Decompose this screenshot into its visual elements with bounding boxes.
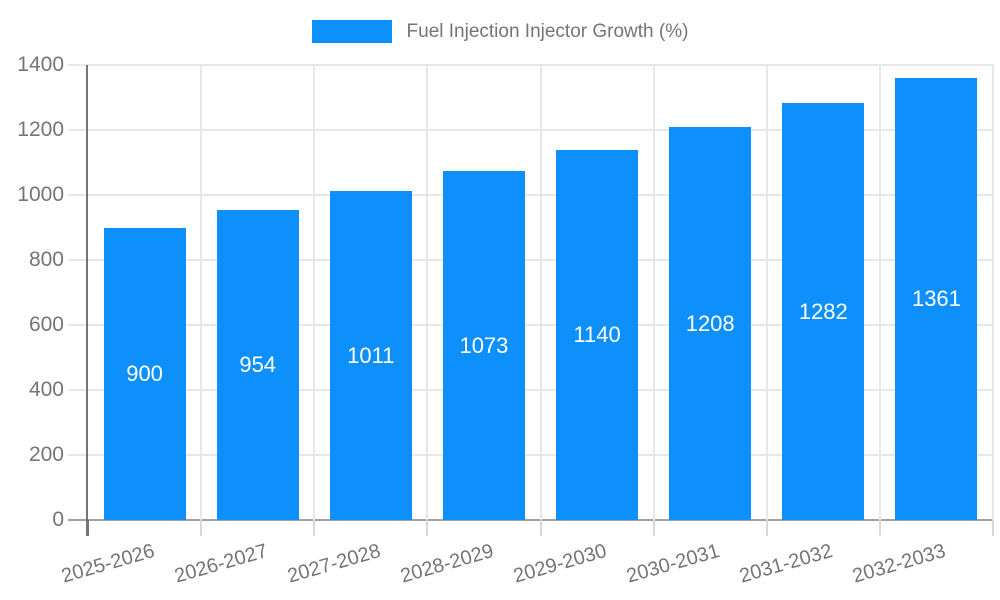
gridline-horizontal xyxy=(68,454,993,456)
bar: 1011 xyxy=(329,191,412,520)
x-axis-tick xyxy=(765,520,768,536)
y-axis-line xyxy=(86,65,88,536)
x-axis-tick xyxy=(652,520,655,536)
gridline-horizontal xyxy=(68,259,993,261)
x-axis-tick xyxy=(313,520,316,536)
bar-value-label: 1282 xyxy=(798,298,848,324)
bar-value-label: 1361 xyxy=(911,285,961,311)
x-axis-tick xyxy=(426,520,429,536)
bar: 1208 xyxy=(669,127,752,520)
y-tick-label: 400 xyxy=(28,378,64,401)
gridline-horizontal xyxy=(68,194,993,196)
y-tick-label: 1000 xyxy=(17,183,64,206)
gridline-horizontal xyxy=(68,389,993,391)
gridline-vertical xyxy=(992,65,994,520)
gridline-horizontal xyxy=(68,129,993,131)
y-tick-label: 600 xyxy=(28,313,64,336)
bar-value-label: 1208 xyxy=(685,310,735,336)
bar: 900 xyxy=(103,227,186,520)
gridline-vertical xyxy=(539,65,542,520)
y-tick-label: 200 xyxy=(28,443,64,466)
legend-swatch xyxy=(311,20,392,43)
gridline-vertical xyxy=(200,65,203,520)
x-axis-tick xyxy=(87,520,89,536)
bar: 1282 xyxy=(782,103,865,520)
x-axis-tick xyxy=(200,520,203,536)
gridline-vertical xyxy=(652,65,655,520)
gridline-vertical xyxy=(313,65,316,520)
bar: 954 xyxy=(216,209,299,520)
bar: 1140 xyxy=(556,149,639,520)
x-axis-tick xyxy=(878,520,881,536)
bar-value-label: 900 xyxy=(126,360,163,386)
gridline-horizontal xyxy=(68,324,993,326)
bar-value-label: 954 xyxy=(239,351,277,377)
gridline-vertical xyxy=(878,65,881,520)
bar-value-label: 1073 xyxy=(459,332,509,358)
y-tick-label: 0 xyxy=(52,508,64,531)
x-axis-tick xyxy=(539,520,542,536)
bar: 1073 xyxy=(442,171,525,520)
bar-value-label: 1140 xyxy=(573,321,621,347)
chart-legend: Fuel Injection Injector Growth (%) xyxy=(0,20,1000,43)
gridline-vertical xyxy=(765,65,768,520)
legend-label: Fuel Injection Injector Growth (%) xyxy=(406,20,689,42)
gridline-horizontal xyxy=(68,64,993,66)
gridline-vertical xyxy=(426,65,429,520)
y-tick-label: 1200 xyxy=(17,118,64,141)
y-tick-label: 1400 xyxy=(17,53,64,76)
y-tick-label: 800 xyxy=(28,248,64,271)
x-axis-tick xyxy=(992,520,994,536)
bar: 1361 xyxy=(895,77,978,520)
bar-value-label: 1011 xyxy=(347,342,395,368)
x-axis-baseline xyxy=(68,519,993,521)
